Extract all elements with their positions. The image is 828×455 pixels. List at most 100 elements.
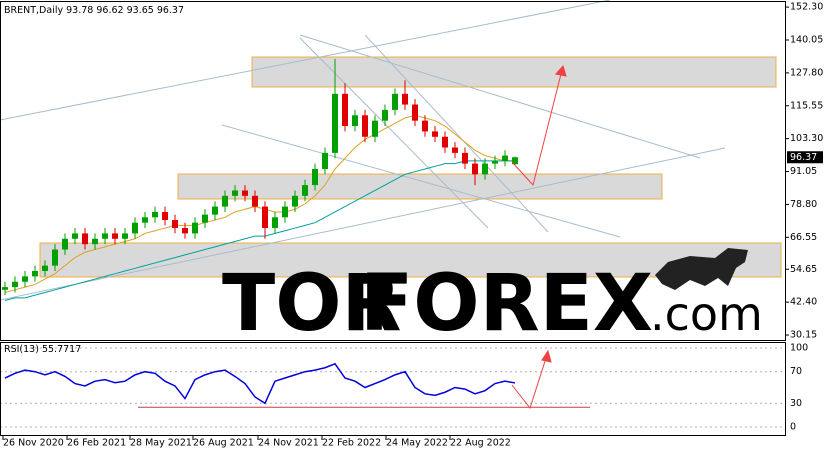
candle-body bbox=[382, 109, 388, 121]
x-tick-label: 26 Nov 2020 bbox=[3, 438, 64, 449]
watermark-text: TOR bbox=[222, 259, 402, 349]
y-tick-label: 0 bbox=[790, 421, 796, 432]
candle-body bbox=[272, 217, 278, 229]
price-frame bbox=[0, 1, 786, 341]
ohlc-close: 96.37 bbox=[157, 5, 184, 16]
y-tick-label: 103.30 bbox=[790, 133, 823, 144]
x-tick-label: 22 Feb 2022 bbox=[322, 438, 381, 449]
y-tick-label: 115.55 bbox=[790, 100, 823, 111]
y-tick-label: 42.40 bbox=[790, 297, 817, 308]
labels: BRENT,Daily 93.78 96.62 93.65 96.37 RSI(… bbox=[4, 5, 184, 355]
candle-body bbox=[252, 195, 258, 207]
trend-line bbox=[0, 147, 726, 301]
analysis-drawings bbox=[0, 0, 782, 301]
candle-body bbox=[12, 281, 18, 288]
candle-body bbox=[472, 163, 478, 175]
x-tick-label: 28 May 2021 bbox=[130, 438, 192, 449]
candle-body bbox=[292, 195, 298, 207]
arrow bbox=[511, 69, 563, 187]
candle-body bbox=[352, 115, 358, 127]
x-tick-label: 26 Feb 2021 bbox=[67, 438, 126, 449]
candle-body bbox=[52, 249, 58, 266]
candle-body bbox=[232, 190, 238, 196]
watermark: TOR FOREX .com bbox=[222, 248, 763, 349]
y-tick-label: 30.15 bbox=[790, 330, 817, 341]
x-tick-label: 24 May 2022 bbox=[386, 438, 448, 449]
trend-line bbox=[364, 34, 549, 233]
candle-body bbox=[372, 120, 378, 137]
trend-line bbox=[299, 34, 701, 159]
support-zone bbox=[39, 242, 782, 278]
candle-body bbox=[32, 271, 38, 277]
rsi-name: RSI(13) bbox=[4, 344, 39, 355]
candle-body bbox=[92, 238, 98, 245]
candle-body bbox=[422, 120, 428, 132]
y-tick-label: 127.80 bbox=[790, 67, 823, 78]
arrow-head bbox=[541, 349, 552, 363]
moving-average bbox=[4, 114, 515, 293]
trend-line bbox=[299, 37, 489, 229]
rsi-frame bbox=[0, 342, 786, 436]
candle-body bbox=[452, 147, 458, 153]
candle-body bbox=[312, 168, 318, 186]
resistance-zone bbox=[251, 56, 777, 88]
candle-body bbox=[302, 185, 308, 196]
symbol: BRENT,Daily bbox=[4, 5, 63, 16]
ohlc-low: 93.65 bbox=[127, 5, 154, 16]
candle-body bbox=[442, 136, 448, 148]
ohlc-high: 96.62 bbox=[96, 5, 123, 16]
candle-body bbox=[152, 211, 158, 218]
candle-body bbox=[22, 276, 28, 282]
candle-body bbox=[202, 214, 208, 223]
bull-logo bbox=[655, 248, 748, 290]
rsi-last: 55.7717 bbox=[42, 344, 81, 355]
candle-body bbox=[402, 93, 408, 105]
candle-body bbox=[342, 93, 348, 127]
candle-body bbox=[172, 219, 178, 229]
candle-body bbox=[192, 222, 198, 234]
candle-body bbox=[462, 152, 468, 164]
ohlc-open: 93.78 bbox=[66, 5, 93, 16]
candle-body bbox=[392, 93, 398, 110]
candle-body bbox=[282, 206, 288, 218]
y-tick-label: 91.05 bbox=[790, 166, 817, 177]
candle-body bbox=[162, 211, 168, 220]
candle-body bbox=[222, 195, 228, 207]
y-tick-label: 54.65 bbox=[790, 264, 817, 275]
chart-title: BRENT,Daily 93.78 96.62 93.65 96.37 bbox=[4, 5, 184, 16]
x-tick-label: 22 Aug 2022 bbox=[450, 438, 511, 449]
arrow bbox=[511, 354, 548, 410]
candle-body bbox=[2, 287, 8, 290]
candle-body bbox=[62, 238, 68, 250]
rsi-line bbox=[4, 362, 516, 405]
plot: 152.30 140.05 127.80 115.55 103.30 91.05 78.80… bbox=[0, 2, 823, 449]
candle-body bbox=[262, 206, 268, 229]
y-tick-label: 100 bbox=[790, 343, 808, 354]
trend-line bbox=[221, 124, 621, 238]
arrow-head bbox=[555, 64, 567, 77]
y-tick-label: 70 bbox=[790, 366, 802, 377]
candle-body bbox=[512, 157, 518, 165]
watermark-text: FOREX bbox=[360, 259, 653, 349]
candle-body bbox=[492, 160, 498, 164]
candle-body bbox=[72, 233, 78, 239]
candle-body bbox=[82, 233, 88, 245]
candle-body bbox=[132, 222, 138, 234]
candle-body bbox=[182, 228, 188, 234]
y-tick-label: 140.05 bbox=[790, 34, 823, 45]
candle-body bbox=[112, 233, 118, 239]
x-tick-label: 24 Nov 2021 bbox=[258, 438, 319, 449]
candle-body bbox=[42, 265, 48, 272]
candle-body bbox=[142, 217, 148, 223]
candle-body bbox=[242, 190, 248, 196]
y-tick-label: 66.55 bbox=[790, 232, 817, 243]
candle-body bbox=[102, 233, 108, 239]
trend-line bbox=[0, 0, 611, 121]
candle-body bbox=[212, 206, 218, 215]
moving-average bbox=[4, 160, 515, 302]
last-price-box bbox=[787, 151, 823, 164]
frame bbox=[0, 1, 786, 436]
support-zone bbox=[177, 173, 663, 200]
watermark-text: .com bbox=[650, 287, 763, 341]
